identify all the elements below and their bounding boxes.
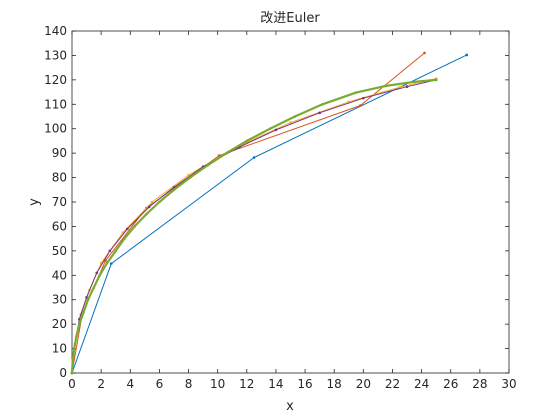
series-5-point [98,274,101,277]
series-1-point [465,54,468,57]
axes-box [72,31,509,373]
y-tick-label: 120 [44,73,67,87]
series-5-point [269,127,272,130]
series-5-point [355,91,358,94]
y-tick-label: 20 [52,317,67,331]
series-5-point [145,213,148,216]
series-5-point [173,188,176,191]
x-tick-label: 22 [385,377,400,391]
x-tick-label: 30 [501,377,516,391]
x-tick-label: 16 [297,377,312,391]
series-5-point [71,372,74,375]
x-tick-label: 14 [268,377,283,391]
series-4-point [109,250,112,253]
x-tick-label: 6 [156,377,164,391]
series-4-point [148,206,151,209]
y-tick-label: 0 [59,366,67,380]
series-5-point [321,103,324,106]
series-4-point [85,296,88,299]
series-4-point [362,97,365,100]
x-tick-label: 18 [327,377,342,391]
series-5-point [206,164,209,167]
series-5-point [114,250,117,253]
chart-title: 改进Euler [260,11,320,26]
series-5-point [384,85,387,88]
x-tick-label: 10 [210,377,225,391]
y-tick-label: 30 [52,293,67,307]
y-tick-label: 60 [52,219,67,233]
series-5-point [73,347,76,350]
series-5-point [78,323,81,326]
series-5-point [123,237,126,240]
series-5-point [87,298,90,301]
series-5-point [189,176,192,179]
series-5-point [82,311,85,314]
y-tick-label: 130 [44,48,67,62]
series-5-point [294,115,297,118]
y-axis-label: y [27,198,42,206]
y-tick-label: 40 [52,268,67,282]
series-2-point [359,104,362,107]
series-4-point [406,85,409,88]
series-5-point [225,152,228,155]
x-tick-label: 24 [414,377,429,391]
y-tick-label: 100 [44,122,67,136]
series-5-point [75,335,78,338]
x-tick-label: 2 [97,377,105,391]
x-tick-label: 12 [239,377,254,391]
x-axis-label: x [286,399,294,414]
series-2-point [423,52,426,55]
series-5-point [246,140,249,143]
y-tick-label: 90 [52,146,67,160]
x-tick-label: 28 [472,377,487,391]
series-5-point [93,286,96,289]
y-tick-label: 50 [52,244,67,258]
x-tick-label: 26 [443,377,458,391]
series-3-point [151,201,154,204]
y-tick-label: 10 [52,342,67,356]
series-1-point [110,262,113,265]
y-tick-label: 80 [52,171,67,185]
y-tick-label: 70 [52,195,67,209]
y-tick-label: 140 [44,24,67,38]
series-4-point [95,272,98,275]
series-5-point [106,262,109,265]
series-4-point [275,129,278,132]
x-tick-label: 0 [68,377,76,391]
x-tick-label: 4 [126,377,134,391]
series-5-point [435,79,438,82]
series-4-point [126,228,129,231]
series-5-point [71,359,74,362]
series-4-point [318,112,321,115]
series-5-point [158,201,161,204]
series-1-point [253,156,256,159]
series-5-point [413,81,416,84]
series-5-point [133,225,136,228]
x-tick-label: 8 [185,377,193,391]
y-tick-label: 110 [44,97,67,111]
plot-area [72,31,509,373]
x-tick-label: 20 [356,377,371,391]
